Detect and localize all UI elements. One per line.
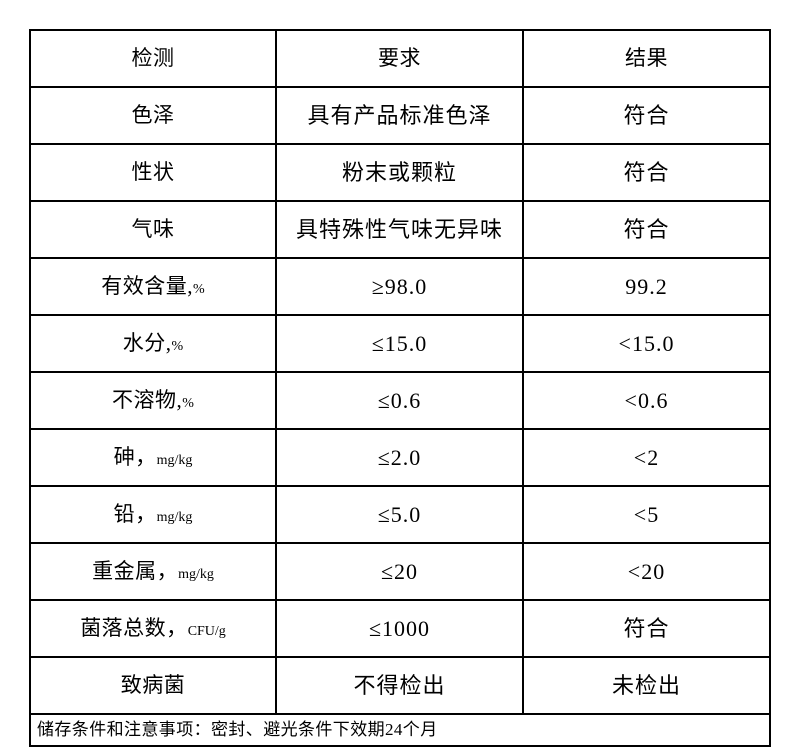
cell-item: 重金属，mg/kg (29, 542, 277, 601)
cell-result: <20 (522, 542, 771, 601)
cell-item: 致病菌 (29, 656, 277, 715)
cell-item: 菌落总数，CFU/g (29, 599, 277, 658)
cell-requirement: ≤5.0 (275, 485, 524, 544)
cell-item: 不溶物,% (29, 371, 277, 430)
cell-requirement: ≤15.0 (275, 314, 524, 373)
table-row: 色泽 具有产品标准色泽 符合 (29, 86, 771, 145)
item-unit: mg/kg (156, 510, 193, 526)
table-row: 重金属，mg/kg ≤20 <20 (29, 542, 771, 601)
cell-result: <5 (522, 485, 771, 544)
cell-item: 有效含量,% (29, 257, 277, 316)
cell-requirement: 具特殊性气味无异味 (275, 200, 524, 259)
cell-result: 符合 (522, 143, 771, 202)
item-unit: % (182, 396, 194, 412)
cell-result: 符合 (522, 599, 771, 658)
cell-requirement: ≤1000 (275, 599, 524, 658)
item-label: 砷， (113, 445, 157, 470)
table-row: 性状 粉末或颗粒 符合 (29, 143, 771, 202)
cell-result: <0.6 (522, 371, 771, 430)
item-label: 性状 (131, 160, 175, 185)
item-label: 不溶物, (112, 388, 183, 413)
item-label: 水分, (122, 331, 172, 356)
cell-result: 未检出 (522, 656, 771, 715)
cell-requirement: 不得检出 (275, 656, 524, 715)
table-body: 检测 要求 结果 色泽 具有产品标准色泽 符合 性状 粉末或颗粒 符合 气味 具… (29, 29, 771, 747)
item-label: 气味 (131, 217, 175, 242)
cell-requirement: 粉末或颗粒 (275, 143, 524, 202)
table-row: 菌落总数，CFU/g ≤1000 符合 (29, 599, 771, 658)
cell-requirement: 具有产品标准色泽 (275, 86, 524, 145)
cell-requirement: ≥98.0 (275, 257, 524, 316)
cell-requirement: ≤0.6 (275, 371, 524, 430)
cell-requirement: ≤2.0 (275, 428, 524, 487)
storage-note: 储存条件和注意事项：密封、避光条件下效期24个月 (29, 713, 771, 747)
item-unit: % (171, 339, 184, 355)
item-label: 铅， (113, 502, 157, 527)
storage-note-row: 储存条件和注意事项：密封、避光条件下效期24个月 (29, 713, 771, 747)
item-unit: mg/kg (156, 453, 193, 469)
cell-item: 铅，mg/kg (29, 485, 277, 544)
column-header-result: 结果 (522, 29, 771, 88)
item-label: 色泽 (131, 103, 175, 128)
column-header-item: 检测 (29, 29, 277, 88)
table-header-row: 检测 要求 结果 (29, 29, 771, 88)
item-unit: % (193, 282, 205, 298)
table-row: 致病菌 不得检出 未检出 (29, 656, 771, 715)
table-row: 不溶物,% ≤0.6 <0.6 (29, 371, 771, 430)
cell-result: <2 (522, 428, 771, 487)
item-label: 致病菌 (120, 673, 186, 698)
item-label: 菌落总数， (80, 616, 188, 641)
cell-result: 符合 (522, 200, 771, 259)
cell-result: 符合 (522, 86, 771, 145)
table-row: 气味 具特殊性气味无异味 符合 (29, 200, 771, 259)
item-unit: CFU/g (187, 624, 226, 640)
cell-item: 气味 (29, 200, 277, 259)
cell-item: 砷，mg/kg (29, 428, 277, 487)
column-header-requirement: 要求 (275, 29, 524, 88)
item-label: 有效含量, (101, 274, 194, 299)
cell-item: 色泽 (29, 86, 277, 145)
specification-table: 检测 要求 结果 色泽 具有产品标准色泽 符合 性状 粉末或颗粒 符合 气味 具… (29, 29, 771, 747)
cell-item: 水分,% (29, 314, 277, 373)
table-row: 水分,% ≤15.0 <15.0 (29, 314, 771, 373)
table-row: 砷，mg/kg ≤2.0 <2 (29, 428, 771, 487)
item-unit: mg/kg (178, 567, 214, 583)
table-row: 铅，mg/kg ≤5.0 <5 (29, 485, 771, 544)
cell-requirement: ≤20 (275, 542, 524, 601)
cell-result: 99.2 (522, 257, 771, 316)
cell-item: 性状 (29, 143, 277, 202)
table-row: 有效含量,% ≥98.0 99.2 (29, 257, 771, 316)
item-label: 重金属， (92, 559, 179, 584)
cell-result: <15.0 (522, 314, 771, 373)
